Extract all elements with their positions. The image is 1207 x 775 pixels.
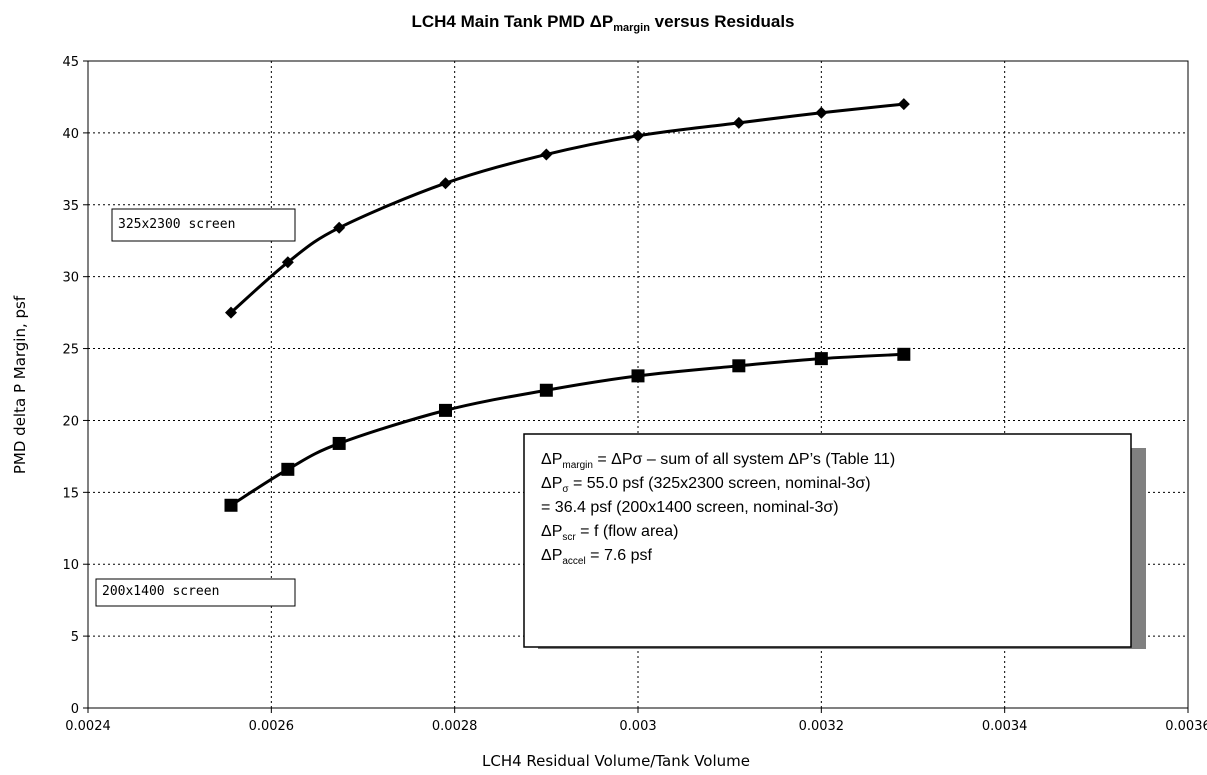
y-tick-label: 15 <box>62 486 79 501</box>
y-tick-label: 40 <box>62 127 79 142</box>
series-label-325x2300: 325x2300 screen <box>111 208 296 242</box>
data-point-square <box>281 462 295 476</box>
y-tick-label: 10 <box>62 558 79 573</box>
data-point-diamond <box>632 129 644 142</box>
annotation-line: ΔPσ = 55.0 psf (325x2300 screen, nominal… <box>541 475 871 495</box>
data-point-diamond <box>333 221 346 234</box>
series-label-text: 200x1400 screen <box>102 584 219 599</box>
data-point-diamond <box>815 106 828 119</box>
series-line <box>230 102 904 314</box>
series-200x1400-screen <box>224 347 911 512</box>
y-tick-label: 35 <box>62 199 79 214</box>
data-point-square <box>539 383 553 397</box>
data-point-diamond <box>439 177 452 190</box>
data-point-square <box>224 498 238 512</box>
y-tick-label: 30 <box>62 271 79 286</box>
series-label-box <box>95 578 296 607</box>
data-point-diamond <box>732 116 745 129</box>
y-tick-label: 25 <box>62 343 79 358</box>
data-point-square <box>631 369 645 383</box>
series-label-text: 325x2300 screen <box>118 217 235 232</box>
x-tick-label: 0.0036 <box>1165 719 1207 734</box>
annotation-line: ΔPscr = f (flow area) <box>541 523 678 543</box>
y-tick-label: 5 <box>71 630 79 645</box>
x-tick-label: 0.0026 <box>249 719 295 734</box>
series-label-200x1400: 200x1400 screen <box>95 578 296 607</box>
annotation-line: ΔPaccel = 7.6 psf <box>541 547 653 567</box>
y-tick-label: 20 <box>62 414 79 429</box>
x-tick-label: 0.0032 <box>799 719 845 734</box>
data-point-square <box>897 347 911 361</box>
x-tick-label: 0.0024 <box>65 719 111 734</box>
annotation-line: = 36.4 psf (200x1400 screen, nominal-3σ) <box>541 499 839 516</box>
axis-ticks: 0 5 10 15 20 25 30 35 40 45 0.0024 0.0026 0.0028 0.00… <box>62 55 1207 734</box>
annotation-line: ΔPmargin = ΔPσ – sum of all system ΔP’s … <box>541 451 895 471</box>
data-point-diamond <box>897 98 910 111</box>
equation-annotation: ΔPmargin = ΔPσ – sum of all system ΔP’s … <box>523 433 1146 649</box>
y-tick-label: 45 <box>62 55 79 70</box>
data-point-square <box>814 352 828 366</box>
data-point-diamond <box>540 148 553 161</box>
x-tick-label: 0.0034 <box>982 719 1028 734</box>
y-tick-label: 0 <box>71 702 79 717</box>
y-axis-label: PMD delta P Margin, psf <box>11 295 29 474</box>
annotation-box <box>523 433 1132 648</box>
series-label-box <box>111 208 296 242</box>
chart-title: LCH4 Main Tank PMD ΔPmargin versus Resid… <box>411 12 794 34</box>
data-point-diamond <box>225 306 237 319</box>
data-point-square <box>732 359 746 373</box>
x-axis-label: LCH4 Residual Volume/Tank Volume <box>482 752 750 770</box>
series-325x2300-screen <box>225 98 910 319</box>
data-point-diamond <box>281 256 294 269</box>
x-tick-label: 0.003 <box>619 719 656 734</box>
data-point-square <box>439 403 452 417</box>
data-point-square <box>332 436 346 450</box>
series-group <box>224 98 911 512</box>
x-tick-label: 0.0028 <box>432 719 478 734</box>
